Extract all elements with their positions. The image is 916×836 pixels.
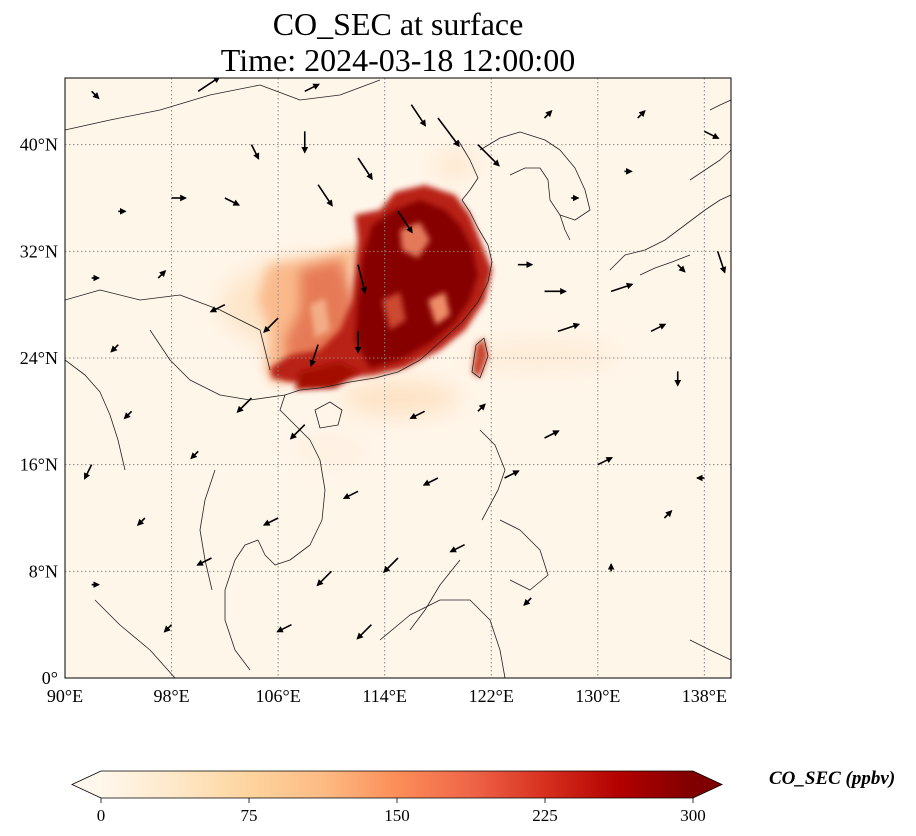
wind-arrow (544, 430, 560, 439)
wind-arrow (250, 144, 260, 160)
lon-tick-label: 98°E (153, 686, 189, 706)
lon-tick-label: 114°E (362, 686, 407, 706)
map-title: CO_SEC at surface (272, 6, 524, 42)
lon-tick-label: 106°E (256, 686, 301, 706)
wind-arrow (196, 557, 212, 566)
wind-arrow (317, 184, 333, 207)
wind-arrow (304, 83, 320, 93)
co-plume (258, 185, 492, 390)
wind-arrow (342, 490, 359, 500)
lon-tick-label: 122°E (469, 686, 514, 706)
lat-tick-label: 24°N (20, 348, 58, 368)
wind-arrow (123, 410, 133, 420)
map-subtitle-time: Time: 2024-03-18 12:00:00 (220, 42, 576, 78)
wind-arrow (504, 470, 520, 479)
colorbar-tick-label: 0 (96, 806, 106, 825)
colorbar-tick-label: 150 (384, 806, 410, 825)
gridlines (65, 78, 731, 678)
wind-arrow (357, 157, 373, 181)
wind-arrow (91, 90, 100, 100)
wind-arrow (610, 282, 634, 293)
wind-arrow (163, 624, 173, 633)
wind-arrow (289, 424, 306, 440)
coastlines (65, 79, 731, 678)
wind-arrow (637, 110, 646, 119)
wind-arrow (663, 510, 673, 519)
wind-arrow (677, 264, 686, 273)
wind-arrow (410, 104, 427, 127)
wind-arrow (262, 517, 279, 526)
lat-tick-label: 32°N (20, 241, 58, 261)
lat-tick-label: 0° (42, 668, 58, 688)
wind-arrow (422, 477, 439, 486)
wind-arrow (704, 130, 720, 140)
wind-arrow (397, 210, 413, 234)
wind-arrow (543, 110, 553, 119)
wind-arrow (190, 450, 199, 460)
wind-arrow (316, 570, 332, 587)
wind-arrow (597, 456, 614, 466)
colorbar (71, 770, 723, 803)
wind-arrow (716, 251, 727, 274)
wind-arrow (157, 270, 167, 279)
map-frame (64, 77, 732, 679)
wind-arrow (276, 623, 292, 633)
wind-arrow (356, 624, 372, 640)
latitude-labels: 0° 8°N 16°N 24°N 32°N 40°N (20, 135, 58, 688)
colorbar-tick-label: 225 (532, 806, 558, 825)
wind-arrow (83, 464, 93, 480)
lat-tick-label: 8°N (29, 561, 58, 581)
colorbar-label: CO_SEC (ppbv) (769, 768, 896, 789)
colorbar-extend-max (693, 771, 722, 798)
wind-arrow (110, 344, 119, 353)
wind-arrow (477, 144, 500, 167)
wind-arrow (236, 397, 253, 413)
wind-arrow (263, 317, 279, 333)
wind-vectors (83, 78, 727, 640)
lat-tick-label: 40°N (20, 135, 58, 155)
wind-arrow (357, 264, 367, 294)
wind-arrow (383, 557, 399, 573)
wind-arrow (224, 197, 241, 206)
map-background (65, 78, 731, 678)
wind-arrow (523, 597, 532, 606)
colorbar-tick-label: 75 (240, 806, 258, 825)
colorbar-tick-label: 300 (680, 806, 706, 825)
wind-arrow (409, 410, 425, 420)
wind-arrow (309, 344, 319, 367)
wind-arrow (650, 323, 667, 333)
wind-arrow (136, 517, 146, 526)
wind-arrow (449, 543, 465, 553)
colorbar-extend-min (72, 771, 101, 798)
wind-arrow (557, 322, 581, 333)
wind-arrow (477, 403, 486, 412)
wind-arrow (209, 303, 226, 313)
lon-tick-label: 90°E (47, 686, 83, 706)
colorbar-body (101, 771, 693, 798)
lon-tick-label: 138°E (682, 686, 727, 706)
lat-tick-label: 16°N (20, 455, 58, 475)
longitude-labels: 90°E 98°E 106°E 114°E 122°E 130°E 138°E (47, 686, 727, 706)
lon-tick-label: 130°E (575, 686, 620, 706)
wind-arrow (197, 78, 221, 92)
colorbar-ticks (100, 798, 694, 803)
wind-arrow (437, 117, 460, 148)
